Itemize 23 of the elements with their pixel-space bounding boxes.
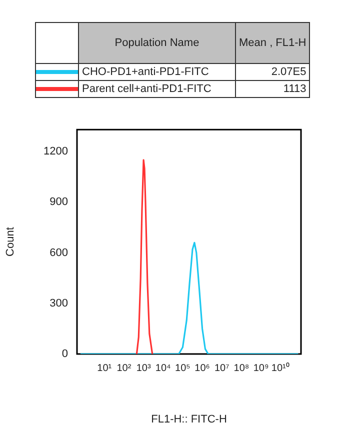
text: Population Name <box>78 22 236 64</box>
y-axis-title: Count <box>4 227 17 256</box>
y-tick-label: 1200 <box>44 146 68 158</box>
x-tick-label: 10⁵ <box>175 362 190 374</box>
x-axis-title: FL1-H:: FITC-H <box>151 413 227 426</box>
x-tick-label: 10⁶ <box>194 362 210 374</box>
x-tick-label: 10⁹ <box>253 362 269 374</box>
text: Mean , FL1-H <box>236 22 310 64</box>
text: 1113 <box>236 80 310 98</box>
x-tick-label: 10² <box>116 362 132 374</box>
legend-label: CHO-PD1+anti-PD1-FITC <box>78 64 236 80</box>
y-tick-label: 600 <box>50 246 68 259</box>
x-tick-label: 10⁴ <box>155 362 171 374</box>
legend-label: Parent cell+anti-PD1-FITC <box>78 80 236 98</box>
x-tick-label: 10⁷ <box>214 362 230 374</box>
y-tick-label: 900 <box>50 196 68 208</box>
x-tick-label: 10¹⁰ <box>271 362 290 374</box>
x-tick-label: 10⁸ <box>234 362 250 374</box>
y-tick-label: 300 <box>50 297 68 310</box>
y-tick-label: 0 <box>62 348 68 360</box>
x-tick-label: 10¹ <box>97 362 112 374</box>
text: 2.07E5 <box>236 64 310 80</box>
x-tick-label: 10³ <box>136 362 152 374</box>
